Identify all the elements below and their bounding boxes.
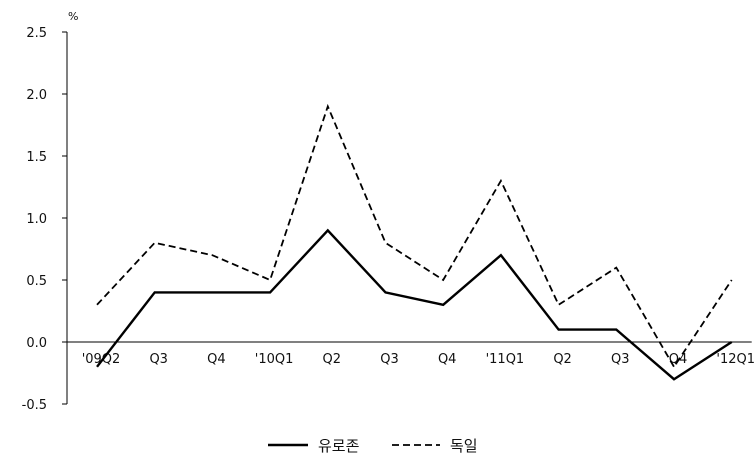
x-tick-label: Q4 xyxy=(207,352,226,367)
x-tick-label: '09Q2 xyxy=(82,352,121,367)
x-tick-label: Q2 xyxy=(553,352,572,367)
y-tick-label: 2.5 xyxy=(26,26,47,41)
y-axis: 2.5 2.0 1.5 1.0 0.5 0.0 -0.5 xyxy=(22,26,68,413)
x-tick-label: Q4 xyxy=(438,352,457,367)
x-axis: '09Q2 Q3 Q4'10Q1 Q2 Q3 Q4'11Q1 Q2 Q3 Q4'12Q1 xyxy=(67,341,754,367)
x-tick-label: Q3 xyxy=(380,352,399,367)
series-layer xyxy=(96,103,733,381)
x-tick-label: Q3 xyxy=(149,352,168,367)
y-tick-label: 2.0 xyxy=(26,88,47,103)
y-tick-label: 0.5 xyxy=(26,274,47,289)
x-tick-label: Q2 xyxy=(323,352,342,367)
x-tick-label: '10Q1 xyxy=(255,352,294,367)
legend: 유로존 독일 xyxy=(268,437,478,455)
y-axis-unit-label: % xyxy=(68,10,78,23)
series-line-germany xyxy=(96,103,733,369)
x-tick-label: '11Q1 xyxy=(486,352,525,367)
series-line-eurozone xyxy=(96,228,733,381)
y-tick-label: -0.5 xyxy=(22,398,47,413)
legend-label: 유로존 xyxy=(318,437,360,455)
y-tick-label: 0.0 xyxy=(26,336,47,351)
y-tick-label: 1.0 xyxy=(26,212,47,227)
x-tick-label: Q3 xyxy=(611,352,630,367)
legend-label: 독일 xyxy=(450,437,478,455)
y-tick-label: 1.5 xyxy=(26,150,47,165)
x-tick-label: '12Q1 xyxy=(716,352,754,367)
